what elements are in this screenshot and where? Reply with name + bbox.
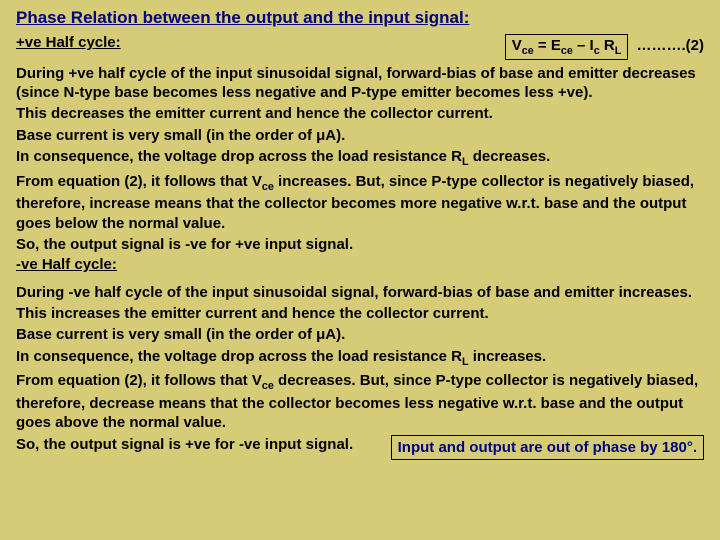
paragraph: This increases the emitter current and h… — [16, 304, 704, 323]
text-sub: ce — [262, 380, 274, 392]
eq-sub: L — [615, 45, 622, 57]
subheading-positive: +ve Half cycle: — [16, 34, 121, 51]
paragraph: So, the output signal is +ve for -ve inp… — [16, 435, 385, 454]
text-part: In consequence, the voltage drop across … — [16, 348, 462, 365]
footer-row: So, the output signal is +ve for -ve inp… — [16, 435, 704, 460]
equation-wrapper: Vce = Ece – Ic RL ……….(2) — [505, 34, 704, 60]
text-part: increases. — [469, 348, 547, 365]
paragraph: Base current is very small (in the order… — [16, 126, 704, 145]
equation-number: ……….(2) — [632, 37, 704, 54]
paragraph: From equation (2), it follows that Vce i… — [16, 172, 704, 233]
eq-sub: ce — [522, 45, 534, 57]
subheading-negative: -ve Half cycle: — [16, 256, 704, 273]
paragraph: During -ve half cycle of the input sinus… — [16, 283, 704, 302]
text-part: From equation (2), it follows that V — [16, 173, 262, 190]
eq-part: V — [512, 37, 522, 54]
eq-part: R — [600, 37, 615, 54]
text-part: In consequence, the voltage drop across … — [16, 148, 462, 165]
row-subheading-equation: +ve Half cycle: Vce = Ece – Ic RL ……….(2… — [16, 34, 704, 60]
section-title: Phase Relation between the output and th… — [16, 8, 704, 28]
paragraph: In consequence, the voltage drop across … — [16, 147, 704, 170]
conclusion-box: Input and output are out of phase by 180… — [391, 435, 704, 460]
paragraph: From equation (2), it follows that Vce d… — [16, 371, 704, 432]
paragraph: Base current is very small (in the order… — [16, 325, 704, 344]
text-sub: L — [462, 156, 469, 168]
paragraph: So, the output signal is -ve for +ve inp… — [16, 235, 704, 254]
text-sub: L — [462, 356, 469, 368]
eq-sub: ce — [561, 45, 573, 57]
paragraph: This decreases the emitter current and h… — [16, 104, 704, 123]
equation-box: Vce = Ece – Ic RL — [505, 34, 629, 60]
text-part: From equation (2), it follows that V — [16, 372, 262, 389]
paragraph: During +ve half cycle of the input sinus… — [16, 64, 704, 102]
paragraph: In consequence, the voltage drop across … — [16, 347, 704, 370]
text-sub: ce — [262, 181, 274, 193]
eq-part: = E — [534, 37, 561, 54]
eq-part: – I — [573, 37, 594, 54]
text-part: decreases. — [469, 148, 551, 165]
